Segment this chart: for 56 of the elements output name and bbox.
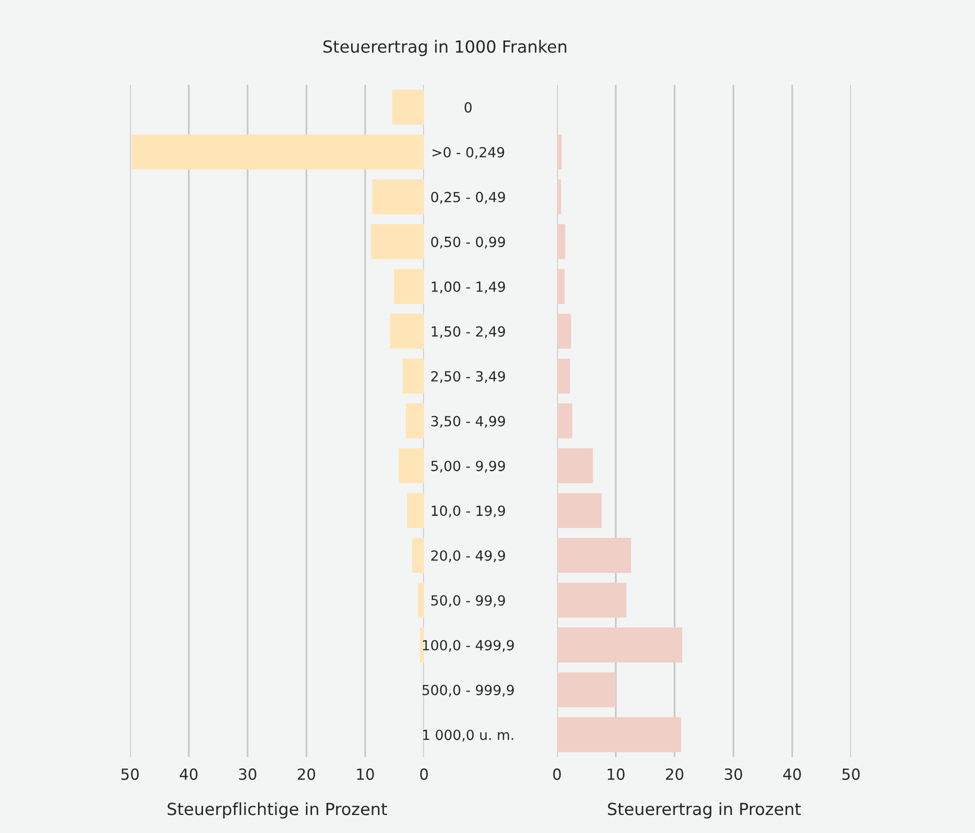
bar: [372, 179, 424, 214]
y-tick-label: 5,00 - 9,99: [431, 460, 505, 473]
bar: [420, 628, 424, 662]
y-tick-label: 50,0 - 99,9: [431, 595, 505, 608]
bar: [557, 628, 682, 662]
x-tick-label: 10: [357, 768, 374, 780]
x-tick-label: 30: [239, 768, 256, 780]
bar: [557, 358, 570, 394]
x-tick-label: 20: [298, 768, 316, 780]
x-tick-label: 10: [608, 768, 625, 780]
bar: [398, 448, 424, 484]
y-tick-label: 100,0 - 499,9: [422, 640, 514, 652]
y-tick-label: 20,0 - 49,9: [431, 550, 505, 562]
bar: [557, 672, 616, 708]
x-tick-label: 0: [553, 768, 561, 780]
y-tick-label: 10,0 - 19,9: [432, 506, 505, 518]
bar: [412, 538, 424, 573]
y-tick-label: 0: [464, 102, 472, 113]
bar: [392, 90, 424, 125]
x-tick-label: 50: [121, 768, 139, 780]
y-tick-label: >0 - 0,249: [432, 146, 504, 159]
bar: [402, 358, 424, 394]
x-tick-label: 20: [666, 768, 684, 780]
y-tick-label: 500,0 - 999,9: [422, 684, 514, 697]
bar: [557, 582, 626, 618]
bar: [406, 403, 424, 438]
bar: [394, 268, 424, 304]
bar: [557, 448, 593, 484]
y-tick-label: 3,50 - 4,99: [431, 416, 505, 428]
bar: [557, 314, 572, 349]
y-tick-label: 1,00 - 1,49: [432, 281, 505, 294]
bar: [371, 224, 424, 260]
bar: [557, 403, 572, 438]
bar: [557, 538, 632, 573]
bar: [557, 493, 602, 528]
chart-title: Steuerertrag in 1000 Franken: [323, 40, 566, 56]
y-tick-label: 0,25 - 0,49: [431, 192, 505, 204]
bar: [557, 134, 562, 170]
x-axis-title: Steuerertrag in Prozent: [608, 802, 801, 818]
y-tick-label: 1 000,0 u. m.: [423, 730, 514, 742]
y-tick-label: 2,50 - 3,49: [431, 371, 505, 383]
y-tick-label: 0,50 - 0,99: [431, 236, 505, 249]
bar: [406, 493, 424, 528]
x-axis-title: Steuerpflichtige in Prozent: [168, 802, 387, 818]
x-tick-label: 50: [842, 768, 860, 780]
bar: [557, 179, 562, 214]
x-tick-label: 30: [724, 768, 742, 780]
bar: [418, 582, 424, 618]
bar: [557, 268, 565, 304]
bar: [557, 717, 682, 752]
y-tick-label: 1,50 - 2,49: [432, 326, 505, 338]
x-tick-label: 40: [783, 768, 801, 780]
bar: [390, 314, 424, 349]
bar: [557, 224, 566, 260]
x-tick-label: 40: [180, 768, 198, 780]
bar: [132, 134, 424, 170]
